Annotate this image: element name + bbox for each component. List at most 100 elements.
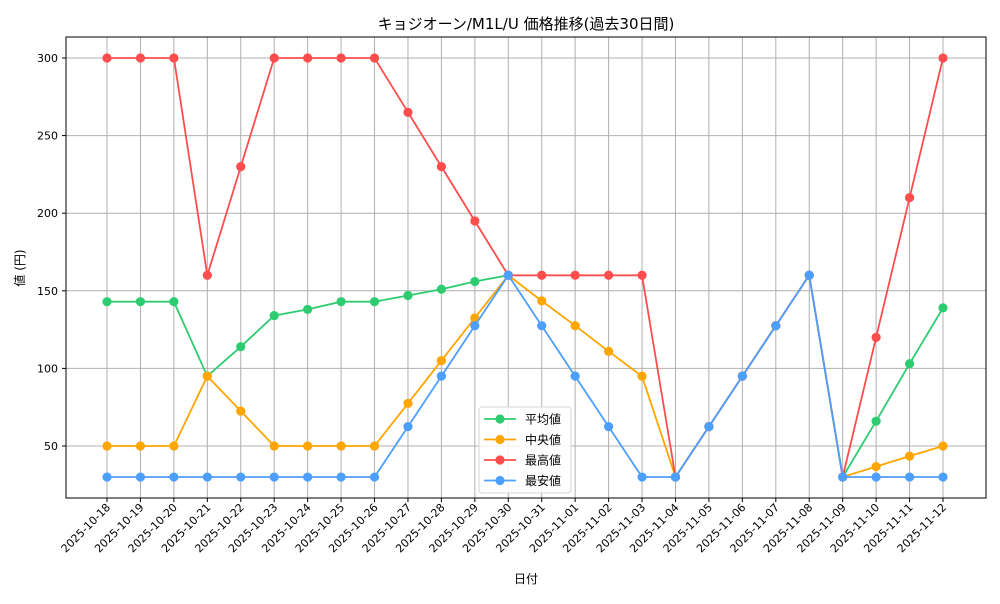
data-point xyxy=(904,359,915,369)
data-point xyxy=(904,193,915,203)
chart-title: キョジオーン/M1L/U 価格推移(過去30日間) xyxy=(378,15,675,33)
data-point xyxy=(871,462,881,472)
data-point xyxy=(269,472,279,482)
data-point xyxy=(236,342,246,352)
series-line xyxy=(107,272,943,478)
data-point xyxy=(236,406,246,416)
data-point xyxy=(336,297,346,307)
data-point xyxy=(938,472,948,482)
data-point xyxy=(403,107,413,117)
data-point xyxy=(470,276,480,287)
data-point xyxy=(570,321,580,331)
data-point xyxy=(403,398,413,408)
data-point xyxy=(938,441,948,451)
data-point xyxy=(336,53,346,63)
data-point xyxy=(570,270,580,280)
data-point xyxy=(369,472,380,482)
legend-label: 平均値 xyxy=(525,412,561,427)
series-3 xyxy=(102,270,948,482)
data-point xyxy=(135,472,146,482)
legend-item: 中央値 xyxy=(484,432,561,447)
plot-frame xyxy=(65,36,987,499)
data-point xyxy=(470,313,480,323)
data-point xyxy=(938,53,948,63)
legend-item: 最安値 xyxy=(484,473,561,488)
data-point xyxy=(470,216,480,226)
data-point xyxy=(436,284,446,294)
data-point xyxy=(604,346,614,356)
data-point xyxy=(871,332,881,342)
data-point xyxy=(436,371,446,381)
x-axis-label: 日付 xyxy=(514,572,538,586)
legend-marker-icon xyxy=(495,434,505,445)
data-point xyxy=(503,270,513,280)
y-tick-label: 100 xyxy=(37,362,58,375)
y-axis-label: 値 (円) xyxy=(12,249,27,286)
data-point xyxy=(369,297,380,307)
data-point xyxy=(169,53,179,63)
data-point xyxy=(102,472,112,482)
grid-lines xyxy=(66,37,986,498)
data-point xyxy=(403,422,413,432)
data-point xyxy=(169,297,179,307)
data-point xyxy=(436,162,446,172)
x-axis: 2025-10-182025-10-192025-10-202025-10-21… xyxy=(59,498,949,555)
data-point xyxy=(804,270,814,280)
data-point xyxy=(537,321,547,331)
data-point xyxy=(604,270,614,280)
data-point xyxy=(269,311,279,321)
data-point xyxy=(102,53,112,63)
data-point xyxy=(704,422,714,432)
data-point xyxy=(403,290,413,301)
y-tick-label: 50 xyxy=(44,440,58,453)
data-point xyxy=(904,451,915,461)
data-point xyxy=(336,441,346,451)
data-point xyxy=(303,441,313,451)
data-point xyxy=(269,53,279,63)
data-point xyxy=(670,472,681,482)
data-point xyxy=(303,472,313,482)
legend-marker-icon xyxy=(495,455,505,465)
data-point xyxy=(236,162,246,172)
data-point xyxy=(303,304,313,315)
data-point xyxy=(470,321,480,331)
data-point xyxy=(838,472,848,482)
data-point xyxy=(771,321,781,331)
data-point xyxy=(570,371,580,381)
y-axis: 50 100 150 200 250 300 xyxy=(37,52,66,453)
series-layer xyxy=(102,53,948,482)
data-point xyxy=(871,472,881,482)
data-point xyxy=(102,441,112,451)
data-point xyxy=(236,472,246,482)
data-point xyxy=(369,441,380,451)
y-tick-label: 250 xyxy=(37,130,58,143)
data-point xyxy=(537,270,547,280)
legend-label: 最安値 xyxy=(525,473,561,488)
legend-marker-icon xyxy=(495,414,505,424)
data-point xyxy=(202,371,212,381)
data-point xyxy=(336,472,346,482)
data-point xyxy=(637,270,647,280)
data-point xyxy=(938,303,948,313)
data-point xyxy=(871,416,881,426)
data-point xyxy=(537,296,547,306)
data-point xyxy=(637,472,647,482)
data-point xyxy=(904,472,915,482)
data-point xyxy=(637,371,647,381)
legend-item: 平均値 xyxy=(484,412,561,427)
legend-label: 中央値 xyxy=(525,432,561,447)
data-point xyxy=(169,472,179,482)
data-point xyxy=(436,356,446,366)
data-point xyxy=(737,371,747,381)
data-point xyxy=(303,53,313,63)
legend-label: 最高値 xyxy=(525,453,561,468)
data-point xyxy=(169,441,179,451)
y-tick-label: 200 xyxy=(37,207,58,220)
data-point xyxy=(269,441,279,451)
legend-marker-icon xyxy=(495,475,505,486)
data-point xyxy=(604,422,614,432)
legend-box xyxy=(478,406,572,494)
data-point xyxy=(369,53,380,63)
